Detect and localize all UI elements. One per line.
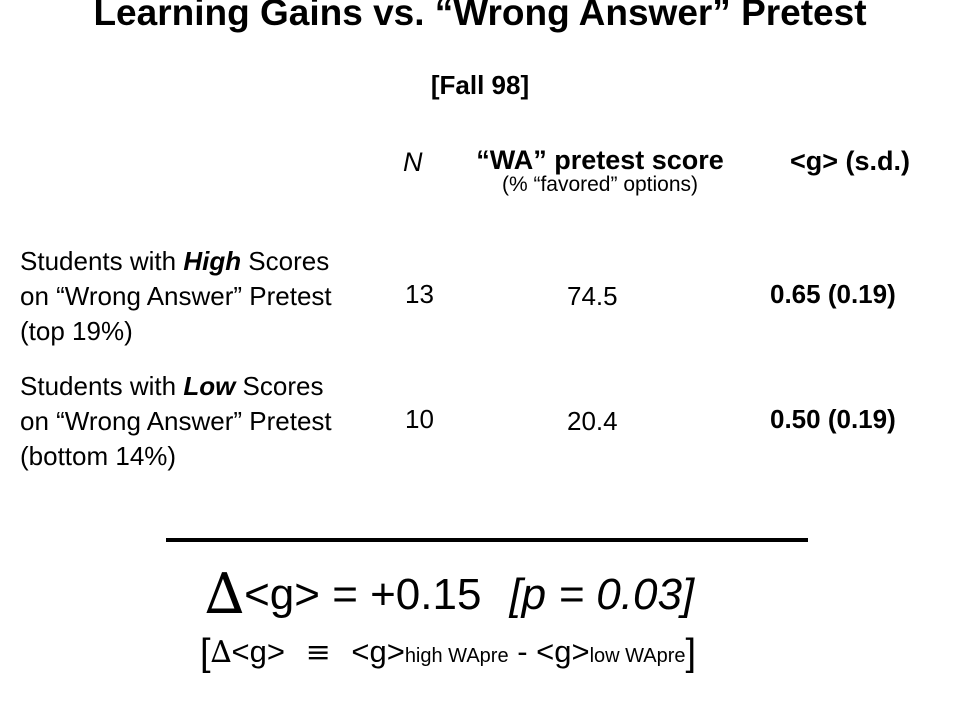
row-low-line2: on “Wrong Answer” Pretest xyxy=(20,406,332,436)
row-high-pre: Students with xyxy=(20,246,184,276)
delta-definition: [∆<g> ≡ <g>high WApre - <g>low WApre] xyxy=(200,632,696,675)
definition-delta-symbol: ∆ xyxy=(210,635,232,670)
header-gain: <g> (s.d.) xyxy=(790,146,911,176)
definition-equiv: ≡ xyxy=(305,635,331,670)
row-low-line1: Students with Low Scores xyxy=(20,369,332,404)
row-low-wa-score: 20.4 xyxy=(567,406,618,436)
header-wa-score: “WA” pretest score (% “favored” options) xyxy=(455,145,745,197)
divider-rule xyxy=(166,538,808,542)
definition-g1: <g> xyxy=(231,634,285,669)
definition-sub-low: low WApre xyxy=(589,645,686,667)
header-n: N xyxy=(403,147,423,177)
row-low-gain: 0.50 (0.19) xyxy=(770,404,896,434)
row-high-line3: (top 19%) xyxy=(20,316,133,346)
row-high-n: 13 xyxy=(405,279,434,309)
row-low-label: Students with Low Scores on “Wrong Answe… xyxy=(20,369,332,474)
definition-sub-high: high WApre xyxy=(404,645,509,667)
definition-g2: <g> xyxy=(351,634,405,669)
row-high-line1: Students with High Scores xyxy=(20,244,332,279)
row-high-post: Scores xyxy=(241,246,330,276)
header-wa-line2: (% “favored” options) xyxy=(501,173,699,196)
header-wa-line1: “WA” pretest score xyxy=(476,145,724,175)
row-high-em: High xyxy=(183,246,242,276)
row-low-n: 10 xyxy=(405,404,434,434)
row-low-post: Scores xyxy=(235,371,324,401)
row-high-label: Students with High Scores on “Wrong Answ… xyxy=(20,244,332,349)
row-high-wa-score: 74.5 xyxy=(567,281,618,311)
definition-close-bracket: ] xyxy=(685,632,697,674)
row-low-pre: Students with xyxy=(20,371,184,401)
delta-result: ∆<g> = +0.15 [p = 0.03] xyxy=(205,562,694,627)
row-high-line2: on “Wrong Answer” Pretest xyxy=(20,281,332,311)
delta-equation: <g> = +0.15 xyxy=(244,570,482,619)
definition-open-bracket: [ xyxy=(200,632,211,674)
definition-minus: - xyxy=(517,634,528,669)
row-high-gain: 0.65 (0.19) xyxy=(770,279,896,309)
delta-symbol: ∆ xyxy=(205,562,245,627)
slide-subtitle: [Fall 98] xyxy=(430,70,530,100)
slide-title: Learning Gains vs. “Wrong Answer” Pretes… xyxy=(93,0,867,33)
row-low-line3: (bottom 14%) xyxy=(20,441,177,471)
definition-g3: <g> xyxy=(536,634,590,669)
row-low-em: Low xyxy=(183,371,236,401)
p-value: [p = 0.03] xyxy=(509,570,695,619)
